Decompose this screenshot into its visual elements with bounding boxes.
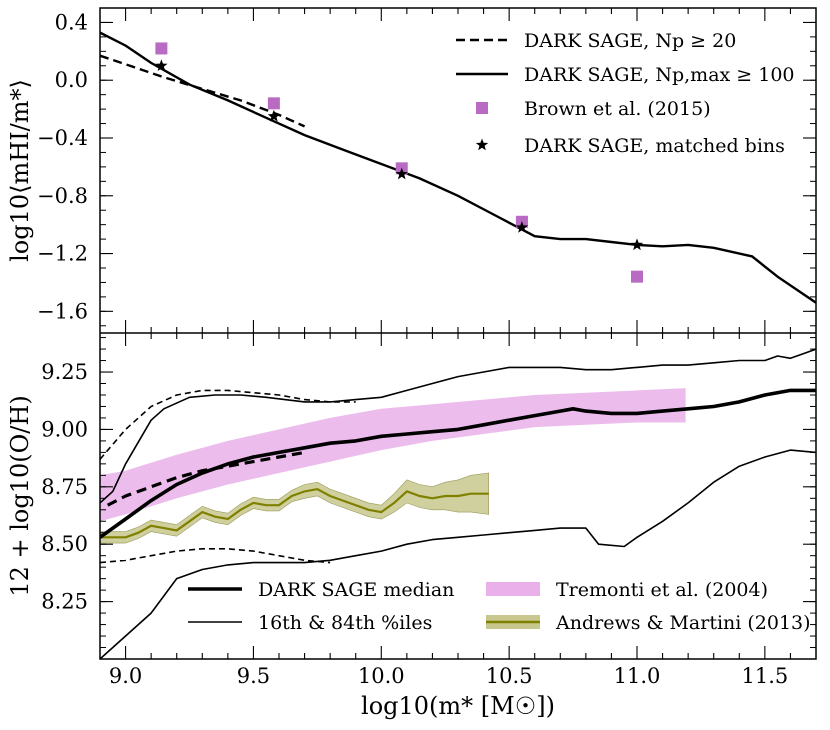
y-tick-label: 9.25	[41, 360, 88, 384]
x-tick-label: 11.0	[614, 664, 661, 688]
x-tick-label: 9.5	[237, 664, 270, 688]
matched-bin-star-0	[155, 59, 168, 71]
top-y-axis-label: log10⟨mHI/m*⟩	[6, 79, 34, 262]
bottom-legend: DARK SAGE median 16th & 84th %iles Tremont…	[188, 579, 811, 634]
x-tick-label: 10.5	[486, 664, 533, 688]
bottom-series-7-line	[100, 389, 356, 460]
bottom-series-5-line	[100, 348, 816, 504]
bottom-series-2-line	[100, 388, 816, 539]
y-tick-label: −1.6	[37, 299, 88, 323]
y-tick-label: −0.4	[37, 126, 88, 150]
andrews-martini-band	[100, 472, 489, 544]
bottom-panel-data	[100, 348, 816, 659]
legend-label-0: DARK SAGE, Np ≥ 20	[524, 30, 736, 52]
bottom-series-4-line	[100, 449, 816, 659]
legend-handle-tremonti	[486, 582, 540, 596]
legend-label-bottom-1: Andrews & Martini (2013)	[555, 612, 811, 634]
top-panel-data	[100, 31, 816, 304]
bottom-series-3-line	[106, 450, 305, 507]
legend-label-bottom-4: 16th & 84th %iles	[258, 612, 432, 634]
y-tick-label: 0.4	[55, 10, 88, 34]
legend-label-bottom-0: Tremonti et al. (2004)	[556, 579, 768, 601]
andrews-martini-line	[100, 487, 489, 539]
y-tick-label: 0.0	[55, 68, 88, 92]
x-tick-label: 10.0	[358, 664, 405, 688]
legend-label-2: Brown et al. (2015)	[524, 98, 711, 120]
top-legend: DARK SAGE, Np ≥ 20 DARK SAGE, Np,max ≥ 10…	[456, 30, 795, 157]
legend-handle-brown	[476, 102, 488, 114]
legend-label-bottom-2: DARK SAGE median	[258, 579, 454, 601]
axis-labels: log10(m* [M☉]) log10⟨mHI/m*⟩ 12 + log10(O/…	[6, 79, 555, 720]
top-series-1-line	[100, 31, 816, 304]
bottom-series-6-line	[100, 548, 331, 564]
legend-label-1: DARK SAGE, Np,max ≥ 100	[524, 64, 795, 86]
tremonti-band	[100, 388, 686, 522]
bottom-y-axis-label: 12 + log10(O/H)	[6, 395, 34, 596]
legend-handle-star	[475, 138, 489, 151]
x-axis-label: log10(m* [M☉])	[361, 692, 555, 720]
brown-2015-point-1	[267, 97, 280, 110]
matched-bin-star-3	[515, 221, 529, 233]
matched-bin-star-1	[267, 109, 281, 122]
legend-label-3: DARK SAGE, matched bins	[524, 135, 785, 157]
brown-2015-point-0	[155, 42, 168, 55]
y-tick-label: −0.8	[37, 184, 88, 208]
x-tick-label: 11.5	[741, 664, 788, 688]
y-tick-label: 8.75	[41, 475, 88, 499]
y-tick-label: 9.00	[41, 417, 88, 441]
matched-bin-star-4	[630, 238, 644, 251]
x-tick-label: 9.0	[109, 664, 142, 688]
axis-ticks: 9.0 9.5 10.0 10.5 11.0 11.5 0.4 0.0 −0.4 −0.8 −1.2…	[37, 8, 816, 688]
brown-2015-point-4	[631, 270, 643, 283]
y-tick-label: −1.2	[37, 242, 88, 266]
y-tick-label: 8.25	[41, 590, 88, 614]
matched-bin-star-2	[395, 167, 408, 180]
y-tick-label: 8.50	[41, 532, 88, 556]
